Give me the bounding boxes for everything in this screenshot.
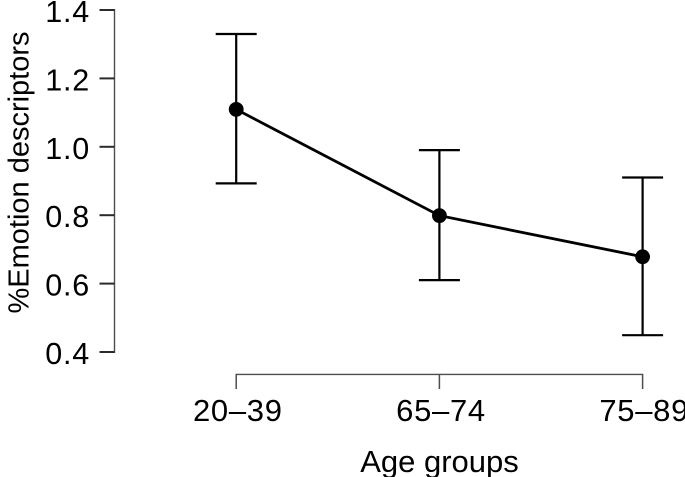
svg-text:0.8: 0.8 [45, 200, 90, 234]
svg-text:0.4: 0.4 [45, 337, 90, 371]
svg-text:%Emotion descriptors: %Emotion descriptors [4, 31, 36, 313]
svg-text:75–89: 75–89 [599, 393, 685, 428]
svg-text:1.4: 1.4 [45, 0, 90, 29]
svg-text:0.6: 0.6 [45, 269, 90, 303]
svg-text:20–39: 20–39 [193, 393, 283, 428]
svg-text:65–74: 65–74 [396, 393, 486, 428]
svg-text:Age groups: Age groups [360, 444, 519, 477]
svg-text:1.0: 1.0 [45, 132, 90, 166]
svg-text:1.2: 1.2 [45, 63, 90, 97]
